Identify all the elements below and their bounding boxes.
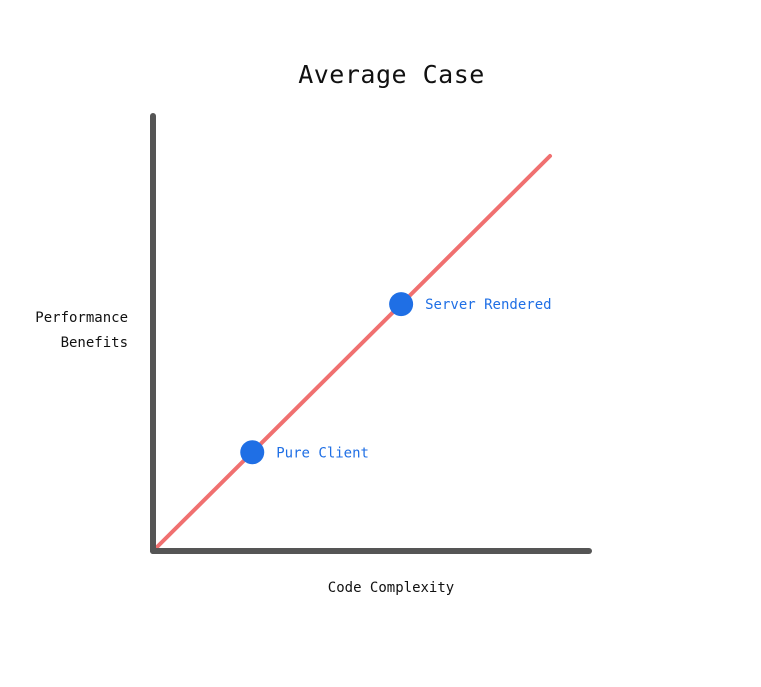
x-axis-label: Code Complexity: [327, 580, 455, 596]
series-line-1: [151, 154, 552, 553]
y-axis-label: Performance Benefits: [35, 306, 128, 356]
data-label-pure-client: Pure Client: [276, 445, 369, 461]
y-axis-label-line-1: Performance: [35, 310, 128, 326]
data-point-pure-client: [240, 440, 265, 465]
data-point-server-rendered: [389, 292, 414, 317]
data-label-server-rendered: Server Rendered: [425, 297, 551, 313]
chart-title: Average Case: [298, 60, 485, 89]
y-axis-label-line-2: Benefits: [60, 335, 128, 351]
